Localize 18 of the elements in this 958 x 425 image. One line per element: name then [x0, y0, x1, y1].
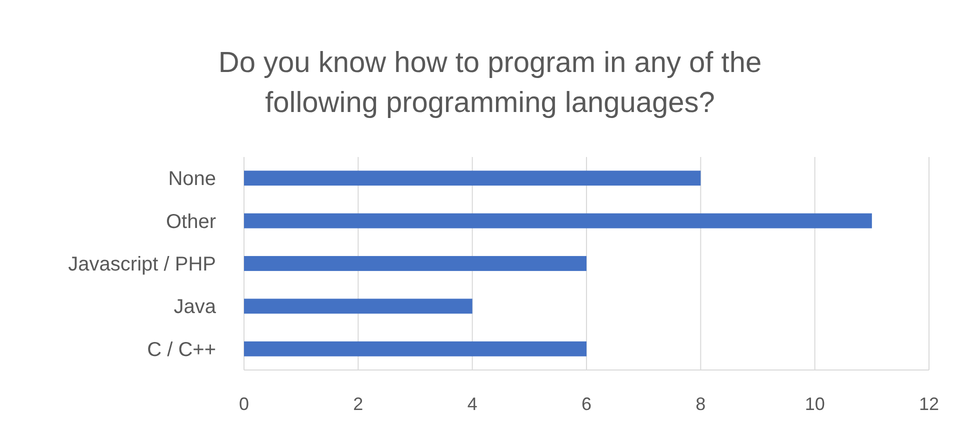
bar: [244, 170, 701, 186]
y-tick-label: None: [168, 168, 216, 190]
x-tick-label: 12: [918, 394, 940, 414]
x-tick-label: 10: [804, 394, 825, 414]
x-tick-label: 6: [581, 394, 592, 414]
chart-title: Do you know how to program in any of the following programming languages?: [218, 47, 762, 119]
y-tick-label: Other: [166, 210, 216, 233]
x-tick-label: 8: [696, 394, 706, 414]
x-tick-label: 2: [353, 394, 364, 414]
y-tick-label: C / C++: [147, 338, 216, 361]
y-tick-label: Javascript / PHP: [68, 254, 216, 276]
bar: [244, 298, 472, 314]
y-tick-label: Java: [174, 296, 217, 318]
bar: [244, 256, 586, 271]
x-tick-label: 0: [238, 394, 250, 414]
bar: [244, 341, 586, 356]
bar: [244, 213, 872, 228]
x-tick-label: 4: [467, 394, 478, 414]
